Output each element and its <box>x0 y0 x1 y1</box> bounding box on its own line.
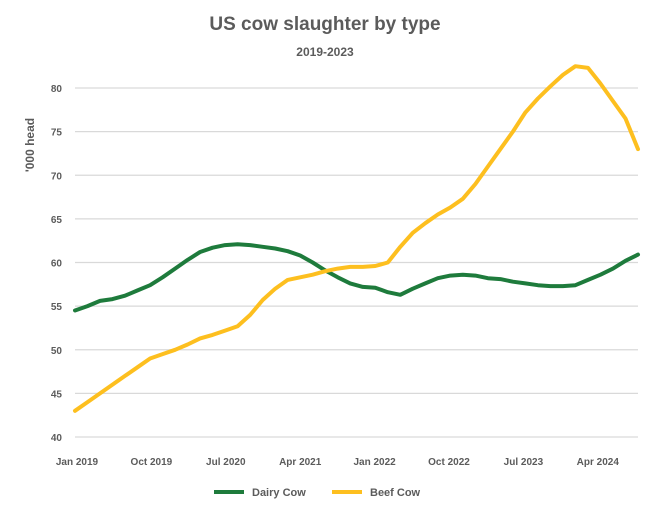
y-tick-labels: 40 45 50 55 60 65 70 75 80 <box>51 84 63 444</box>
chart-subtitle: 2019-2023 <box>296 45 354 59</box>
x-tick-label: Jul 2020 <box>206 457 246 468</box>
x-tick-label: Apr 2021 <box>279 457 322 468</box>
y-tick-label: 80 <box>51 84 63 95</box>
y-axis-label: '000 head <box>23 118 37 172</box>
x-tick-labels: Jan 2019 Oct 2019 Jul 2020 Apr 2021 Jan 2022… <box>56 457 619 468</box>
gridlines <box>75 87 638 438</box>
y-tick-label: 40 <box>51 433 63 444</box>
x-tick-label: Oct 2022 <box>428 457 470 468</box>
chart-title: US cow slaughter by type <box>209 14 441 35</box>
y-tick-label: 50 <box>51 346 63 357</box>
x-tick-label: Jan 2019 <box>56 457 99 468</box>
y-tick-label: 65 <box>51 215 63 226</box>
legend: Dairy Cow Beef Cow <box>214 487 421 499</box>
y-tick-label: 55 <box>51 302 63 313</box>
y-tick-label: 45 <box>51 389 63 400</box>
x-tick-label: Jul 2023 <box>504 457 544 468</box>
series-lines <box>73 64 640 413</box>
y-tick-label: 70 <box>51 171 63 182</box>
legend-label: Beef Cow <box>370 487 421 499</box>
series-line-1 <box>73 64 640 413</box>
legend-label: Dairy Cow <box>252 487 306 499</box>
y-tick-label: 60 <box>51 259 63 270</box>
y-tick-label: 75 <box>51 128 63 139</box>
x-tick-label: Oct 2019 <box>131 457 173 468</box>
series-line-0 <box>73 242 640 313</box>
x-tick-label: Apr 2024 <box>577 457 620 468</box>
x-tick-label: Jan 2022 <box>353 457 396 468</box>
